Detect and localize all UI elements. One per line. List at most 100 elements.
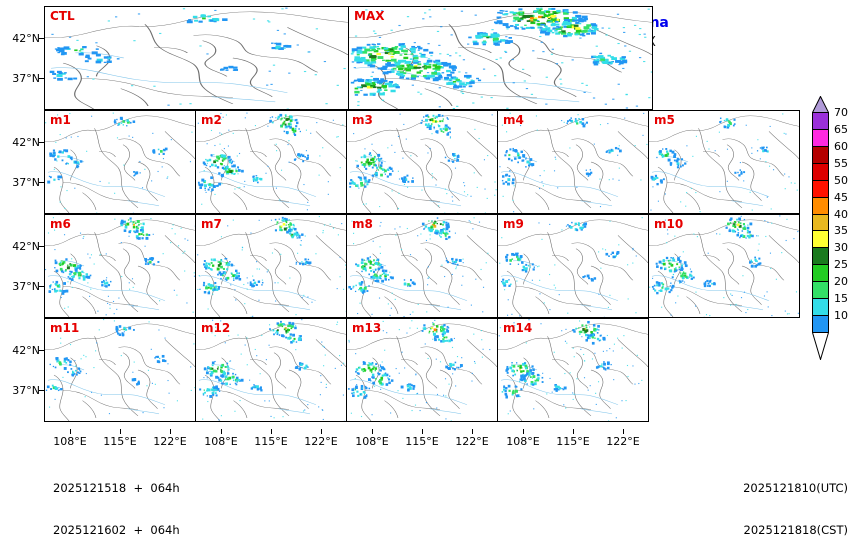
lon-tick-mark — [70, 429, 71, 434]
footer-right-line-2: 2025121818(CST) — [743, 523, 848, 537]
panel-label: m14 — [503, 321, 532, 335]
panel-label: m12 — [201, 321, 230, 335]
colorbar-segment — [813, 316, 828, 333]
map-panel-m4[interactable]: m4 — [497, 110, 649, 214]
lon-tick-label: 115°E — [398, 436, 446, 447]
colorbar-segment — [813, 113, 828, 130]
lat-tick-label: 42°N — [0, 345, 40, 356]
map-panel-m11[interactable]: m11 — [44, 318, 196, 422]
lat-tick-label: 37°N — [0, 385, 40, 396]
colorbar-tick-label: 60 — [834, 141, 848, 152]
lon-tick-label: 115°E — [549, 436, 597, 447]
colorbar-tick-label: 65 — [834, 124, 848, 135]
lon-tick-label: 122°E — [448, 436, 496, 447]
map-panel-m1[interactable]: m1 — [44, 110, 196, 214]
lat-tick-mark — [39, 78, 44, 79]
colorbar-tick-label: 70 — [834, 107, 848, 118]
lon-tick-mark — [271, 429, 272, 434]
colorbar-segment — [813, 198, 828, 215]
lon-tick-mark — [372, 429, 373, 434]
map-panel-m12[interactable]: m12 — [195, 318, 347, 422]
lon-tick-label: 115°E — [247, 436, 295, 447]
lat-tick-label: 37°N — [0, 281, 40, 292]
lon-tick-mark — [170, 429, 171, 434]
lat-tick-mark — [39, 350, 44, 351]
lon-tick-label: 108°E — [197, 436, 245, 447]
colorbar-segment — [813, 130, 828, 147]
lat-tick-mark — [39, 286, 44, 287]
lat-tick-mark — [39, 390, 44, 391]
map-panel-m9[interactable]: m9 — [497, 214, 649, 318]
map-panel-m10[interactable]: m10 — [648, 214, 800, 318]
panel-label: m2 — [201, 113, 222, 127]
colorbar-tick-label: 15 — [834, 293, 848, 304]
lat-tick-label: 42°N — [0, 241, 40, 252]
lon-tick-mark — [221, 429, 222, 434]
lon-tick-mark — [321, 429, 322, 434]
panel-label: m9 — [503, 217, 524, 231]
colorbar-tick-label: 25 — [834, 259, 848, 270]
lon-tick-mark — [523, 429, 524, 434]
colorbar-segment — [813, 215, 828, 232]
colorbar-tick-label: 30 — [834, 242, 848, 253]
lat-tick-label: 42°N — [0, 137, 40, 148]
lon-tick-label: 115°E — [96, 436, 144, 447]
map-panel-m2[interactable]: m2 — [195, 110, 347, 214]
lat-tick-mark — [39, 142, 44, 143]
map-panel-ctl[interactable]: CTL — [44, 6, 349, 110]
lat-tick-label: 37°N — [0, 73, 40, 84]
colorbar-tick-label: 55 — [834, 158, 848, 169]
lon-tick-label: 122°E — [297, 436, 345, 447]
colorbar-tick-label: 50 — [834, 175, 848, 186]
lon-tick-mark — [472, 429, 473, 434]
radar-reflectivity-map — [349, 7, 652, 109]
footer-valid-times: 2025121518 + 064h 2025121602 + 064h — [53, 453, 180, 551]
colorbar-top-arrow-outline-icon — [812, 96, 829, 113]
map-panel-m8[interactable]: m8 — [346, 214, 498, 318]
map-panel-max[interactable]: MAX — [348, 6, 653, 110]
colorbar-segment — [813, 231, 828, 248]
lon-tick-label: 108°E — [499, 436, 547, 447]
panel-label: m10 — [654, 217, 683, 231]
panel-label: m7 — [201, 217, 222, 231]
map-panel-m14[interactable]: m14 — [497, 318, 649, 422]
colorbar-tick-label: 20 — [834, 276, 848, 287]
colorbar-segments — [812, 112, 829, 332]
lon-tick-label: 108°E — [348, 436, 396, 447]
footer-left-line-2: 2025121602 + 064h — [53, 523, 180, 537]
panel-label: m13 — [352, 321, 381, 335]
panel-label: MAX — [354, 9, 384, 23]
colorbar-tick-label: 40 — [834, 209, 848, 220]
lat-tick-mark — [39, 246, 44, 247]
map-panel-m5[interactable]: m5 — [648, 110, 800, 214]
panel-label: CTL — [50, 9, 75, 23]
lon-tick-label: 122°E — [146, 436, 194, 447]
footer-timestamps: 2025121810(UTC) 2025121818(CST) — [743, 453, 848, 551]
colorbar-tick-label: 45 — [834, 192, 848, 203]
lon-tick-mark — [422, 429, 423, 434]
colorbar-segment — [813, 282, 828, 299]
panel-label: m6 — [50, 217, 71, 231]
map-panel-m13[interactable]: m13 — [346, 318, 498, 422]
panel-label: m5 — [654, 113, 675, 127]
radar-reflectivity-map — [45, 7, 348, 109]
lat-tick-label: 42°N — [0, 33, 40, 44]
panel-label: m4 — [503, 113, 524, 127]
lon-tick-mark — [623, 429, 624, 434]
colorbar-segment — [813, 265, 828, 282]
colorbar-tick-label: 35 — [834, 225, 848, 236]
lon-tick-mark — [573, 429, 574, 434]
panel-label: m3 — [352, 113, 373, 127]
panel-label: m1 — [50, 113, 71, 127]
map-panel-m6[interactable]: m6 — [44, 214, 196, 318]
lat-tick-mark — [39, 38, 44, 39]
map-panel-m3[interactable]: m3 — [346, 110, 498, 214]
map-panel-m7[interactable]: m7 — [195, 214, 347, 318]
lon-tick-mark — [120, 429, 121, 434]
lon-tick-label: 108°E — [46, 436, 94, 447]
colorbar-segment — [813, 181, 828, 198]
colorbar-segment — [813, 164, 828, 181]
colorbar-segment — [813, 299, 828, 316]
lat-tick-label: 37°N — [0, 177, 40, 188]
lat-tick-mark — [39, 182, 44, 183]
